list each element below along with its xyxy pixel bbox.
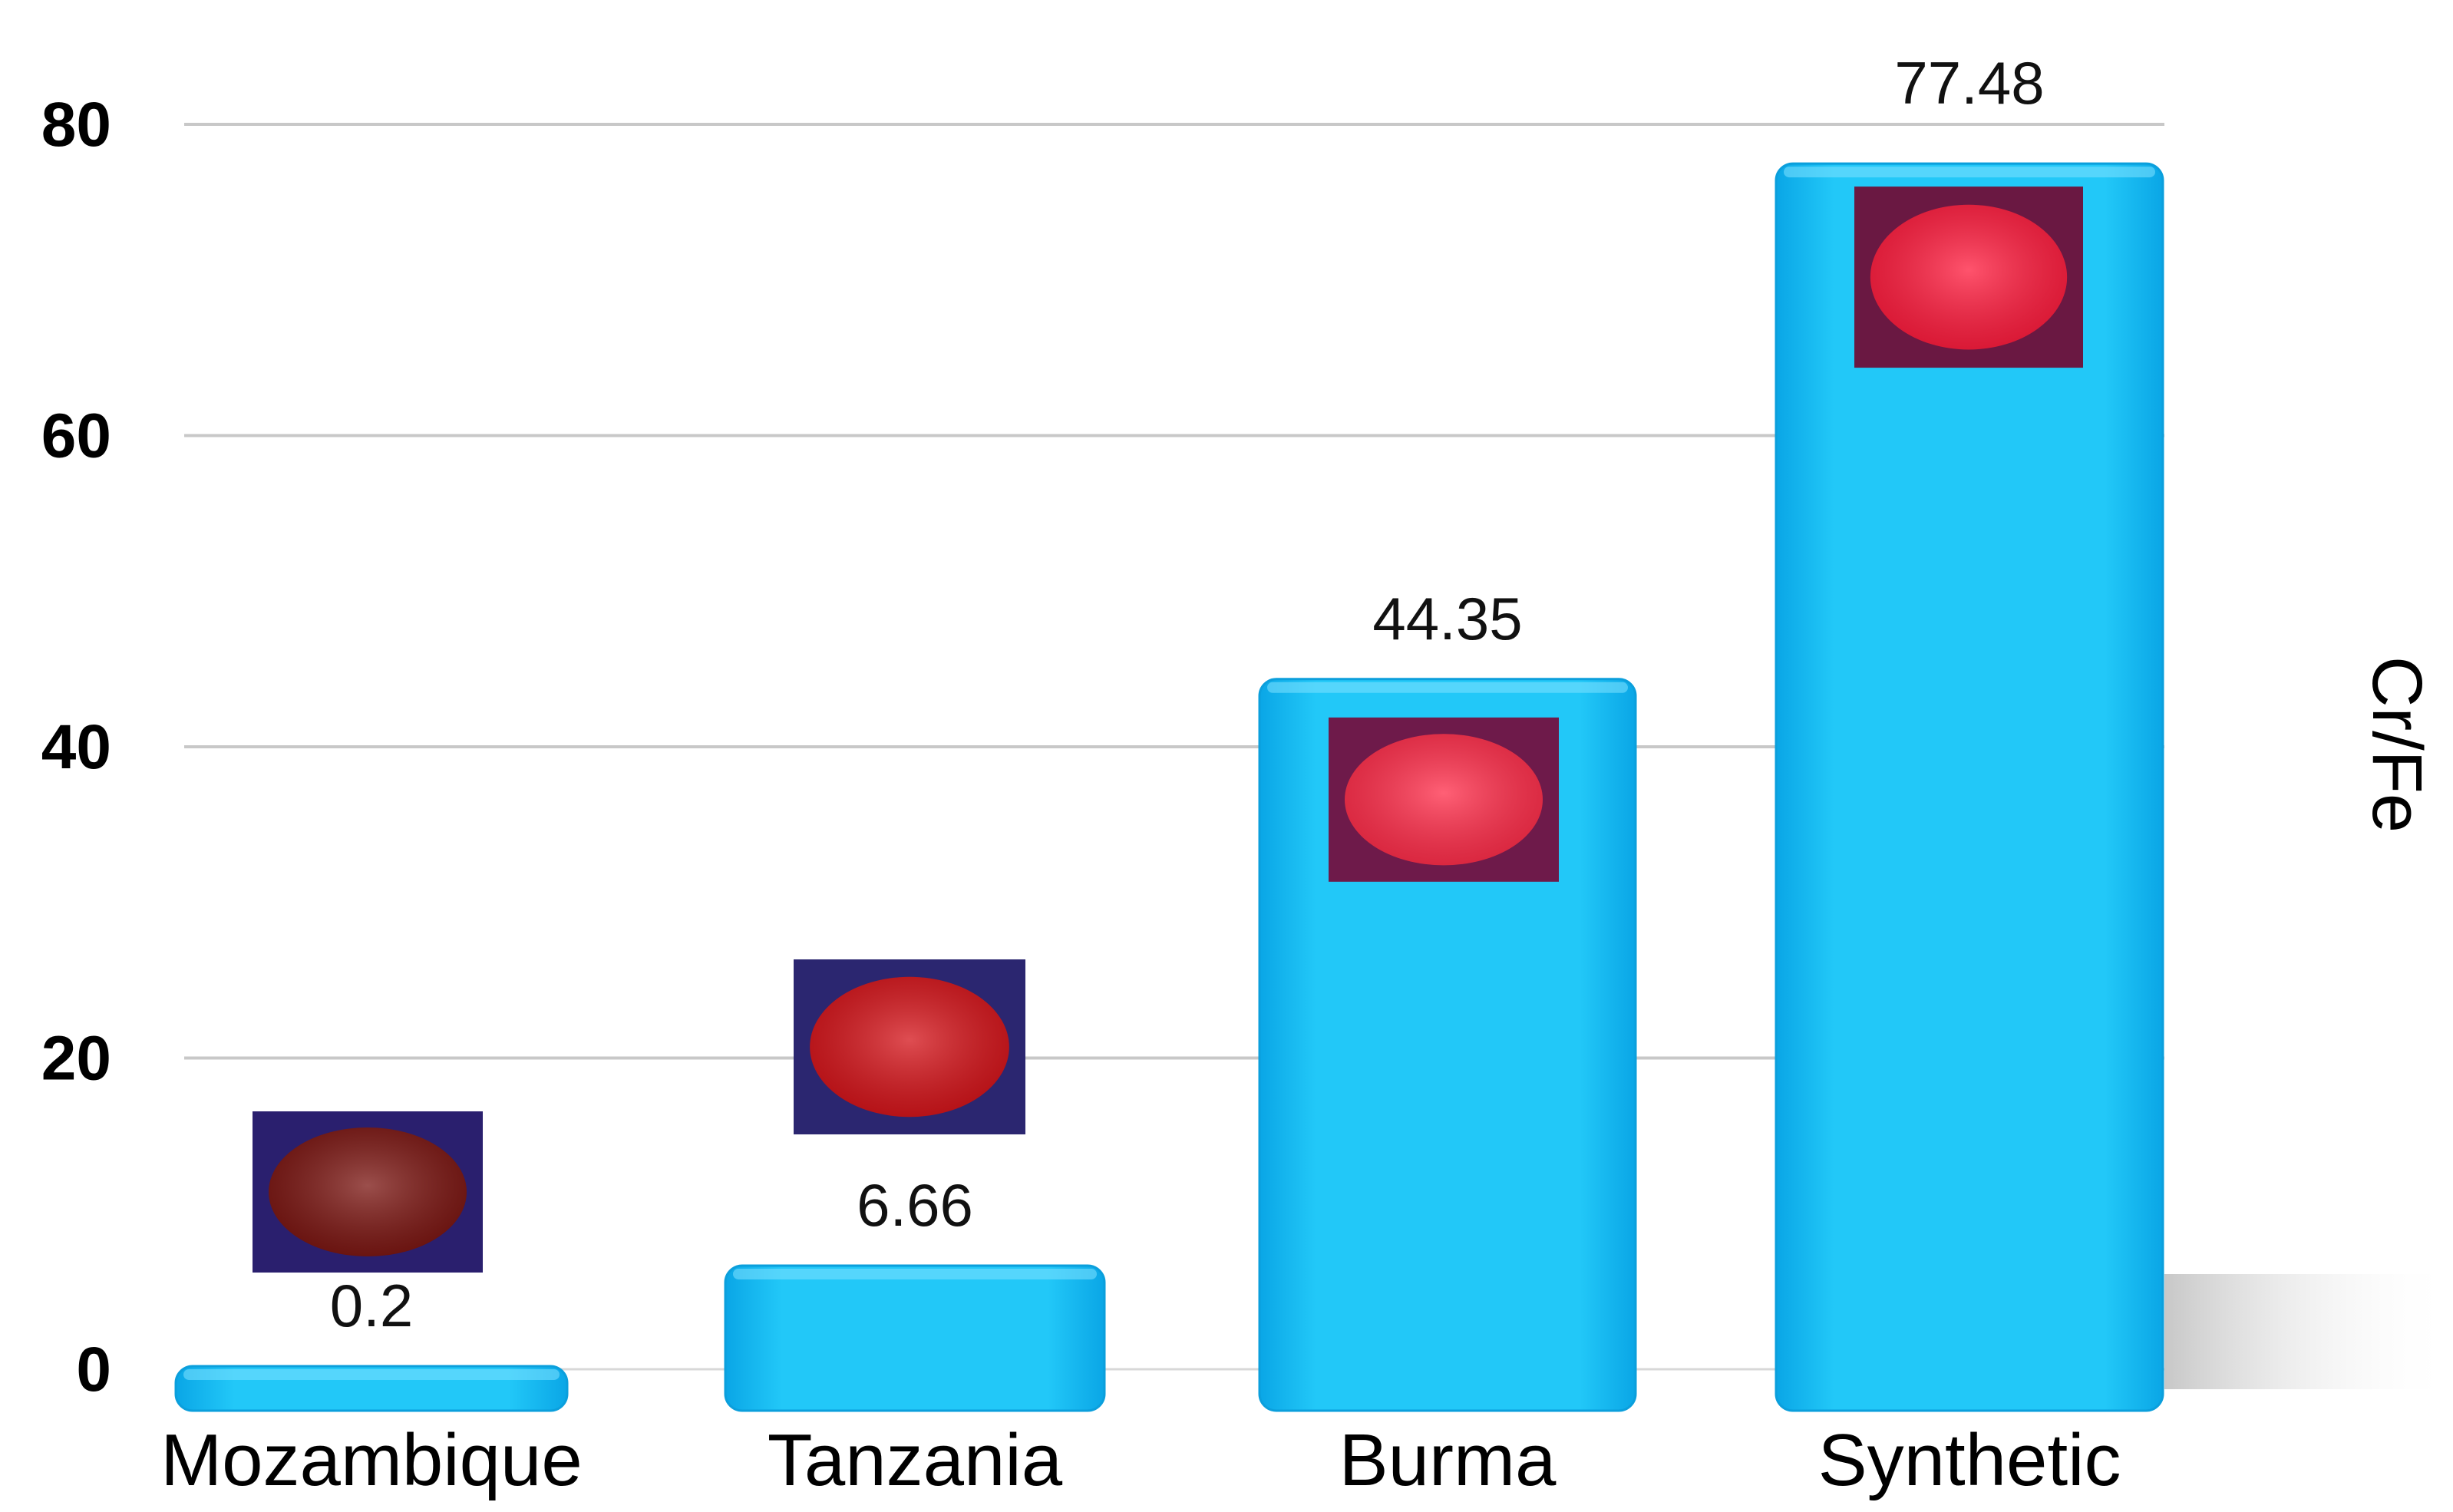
data-label: 44.35 xyxy=(1372,585,1522,652)
ruby-gem-glow xyxy=(1345,734,1543,866)
x-category-label: Synthetic xyxy=(1818,1419,2121,1501)
bar-highlight xyxy=(1267,682,1628,693)
x-category-label: Tanzania xyxy=(768,1419,1063,1501)
ruby-gem-glow xyxy=(269,1127,467,1256)
bar-highlight xyxy=(1784,167,2155,178)
y-tick-label: 20 xyxy=(41,1024,111,1094)
ruby-gem-glow xyxy=(810,976,1009,1117)
bar-tanzania xyxy=(724,1264,1106,1412)
x-category-label: Burma xyxy=(1339,1419,1557,1501)
data-label: 6.66 xyxy=(857,1171,973,1239)
bar-synthetic xyxy=(1775,162,2164,1412)
bar-highlight xyxy=(733,1268,1097,1279)
data-label: 77.48 xyxy=(1894,49,2044,117)
y-tick-label: 0 xyxy=(76,1335,111,1405)
floor-shadow xyxy=(2164,1274,2453,1389)
y-axis-title: Cr/Fe xyxy=(2358,656,2436,833)
y-tick-label: 80 xyxy=(41,90,111,160)
x-category-label: Mozambique xyxy=(160,1419,583,1501)
ruby-gem-glow xyxy=(1870,204,2068,350)
data-label: 0.2 xyxy=(330,1272,413,1339)
y-tick-label: 60 xyxy=(41,401,111,471)
bar-highlight xyxy=(183,1368,560,1380)
y-tick-label: 40 xyxy=(41,712,111,782)
